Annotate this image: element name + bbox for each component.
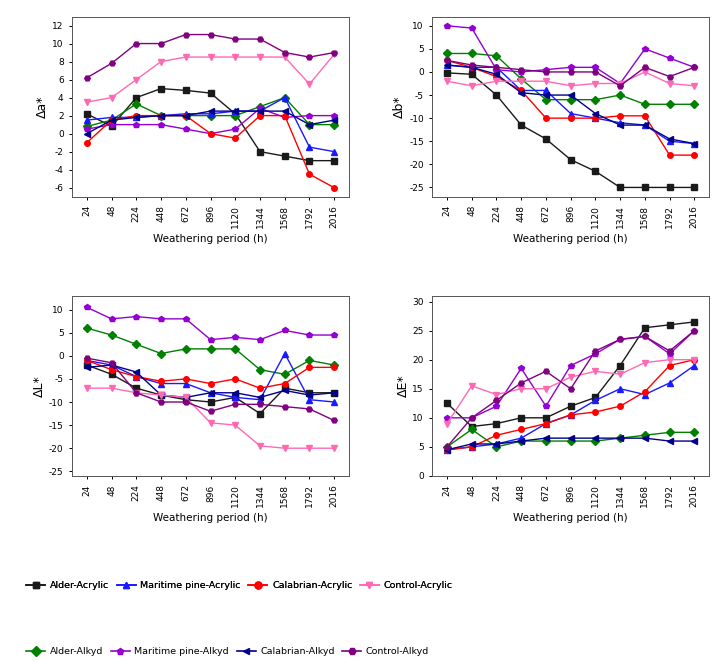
X-axis label: Weathering period (h): Weathering period (h) bbox=[153, 233, 268, 243]
Legend: Alder-Alkyd, Maritime pine-Alkyd, Calabrian-Alkyd, Control-Alkyd: Alder-Alkyd, Maritime pine-Alkyd, Calabr… bbox=[27, 647, 429, 656]
Y-axis label: ΔE*: ΔE* bbox=[397, 375, 410, 397]
Legend: Alder-Acrylic, Maritime pine-Acrylic, Calabrian-Acrylic, Control-Acrylic: Alder-Acrylic, Maritime pine-Acrylic, Ca… bbox=[27, 581, 453, 590]
X-axis label: Weathering period (h): Weathering period (h) bbox=[153, 513, 268, 523]
X-axis label: Weathering period (h): Weathering period (h) bbox=[513, 513, 628, 523]
Y-axis label: Δb*: Δb* bbox=[393, 95, 406, 118]
X-axis label: Weathering period (h): Weathering period (h) bbox=[513, 233, 628, 243]
Y-axis label: Δa*: Δa* bbox=[37, 95, 50, 118]
Y-axis label: ΔL*: ΔL* bbox=[33, 375, 46, 397]
